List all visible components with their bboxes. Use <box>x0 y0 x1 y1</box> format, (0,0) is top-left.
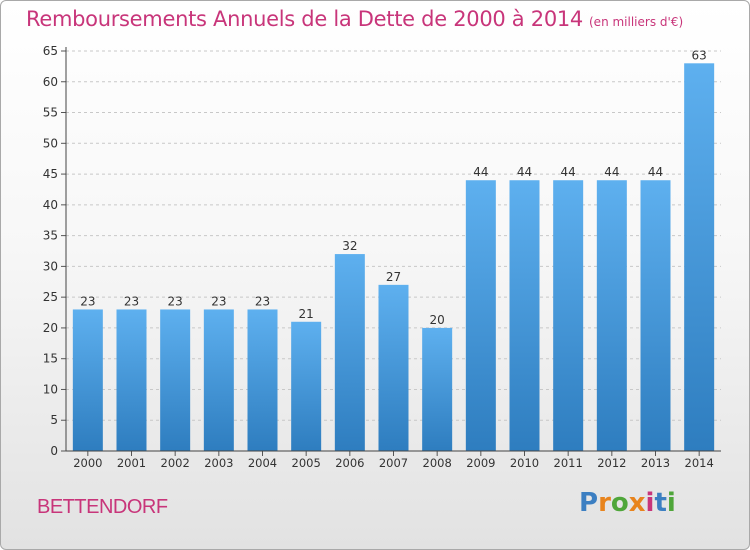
value-label: 23 <box>80 294 95 308</box>
value-label: 44 <box>473 165 488 179</box>
value-label: 21 <box>299 307 314 321</box>
title-text: Remboursements Annuels de la Dette de 20… <box>26 7 583 31</box>
value-label: 44 <box>561 165 576 179</box>
x-tick-label: 2009 <box>466 456 495 470</box>
bar-2007 <box>378 284 409 451</box>
value-label: 23 <box>211 294 226 308</box>
logo-letter: t <box>654 488 667 518</box>
bar-2008 <box>422 327 453 451</box>
y-tick-label: 35 <box>43 229 58 243</box>
x-tick-label: 2008 <box>423 456 452 470</box>
value-label: 32 <box>342 239 357 253</box>
y-tick-label: 45 <box>43 167 58 181</box>
y-tick-label: 0 <box>50 444 58 458</box>
bar-2004 <box>247 309 278 451</box>
x-tick-label: 2005 <box>292 456 321 470</box>
x-tick-label: 2000 <box>73 456 102 470</box>
value-label: 44 <box>517 165 532 179</box>
y-tick-label: 65 <box>43 44 58 58</box>
y-tick-label: 10 <box>43 382 58 396</box>
x-tick-label: 2012 <box>597 456 626 470</box>
y-tick-label: 55 <box>43 106 58 120</box>
y-tick-label: 20 <box>43 321 58 335</box>
logo-letter: o <box>610 488 629 518</box>
logo-letter: x <box>628 488 646 518</box>
chart-title: Remboursements Annuels de la Dette de 20… <box>26 7 683 31</box>
y-tick-label: 15 <box>43 352 58 366</box>
y-tick-label: 5 <box>50 413 58 427</box>
y-tick-label: 30 <box>43 259 58 273</box>
value-label: 23 <box>124 294 139 308</box>
bar-2013 <box>640 180 671 451</box>
bar-2005 <box>291 321 322 451</box>
y-tick-label: 50 <box>43 136 58 150</box>
bar-2002 <box>160 309 191 451</box>
value-label: 20 <box>430 313 445 327</box>
x-tick-label: 2010 <box>510 456 539 470</box>
logo-letter: r <box>598 488 611 518</box>
x-tick-label: 2011 <box>554 456 583 470</box>
x-tick-label: 2001 <box>117 456 146 470</box>
y-tick-label: 25 <box>43 290 58 304</box>
title-unit: (en milliers d'€) <box>589 15 684 29</box>
commune-name: BETTENDORF <box>37 496 168 518</box>
bars: 23 23 23 23 23 21 32 27 20 44 44 44 44 44 63 <box>72 48 715 452</box>
bar-2010 <box>509 180 540 451</box>
value-label: 23 <box>255 294 270 308</box>
x-tick-label: 2004 <box>248 456 277 470</box>
y-tick-label: 60 <box>43 75 58 89</box>
axes: 0 5 10 15 20 25 30 35 40 45 50 55 60 65 2000 2001 2002 20… <box>43 44 721 470</box>
x-tick-label: 2002 <box>161 456 190 470</box>
proxiti-logo: Proxiti <box>579 488 676 518</box>
x-tick-label: 2013 <box>641 456 670 470</box>
value-label: 63 <box>692 48 707 62</box>
y-tick-label: 40 <box>43 198 58 212</box>
value-label: 27 <box>386 270 401 284</box>
bar-2001 <box>116 309 147 451</box>
bar-2014 <box>684 63 715 452</box>
bar-2003 <box>203 309 234 451</box>
x-tick-label: 2003 <box>204 456 233 470</box>
x-tick-label: 2007 <box>379 456 408 470</box>
bar-2011 <box>553 180 584 451</box>
value-label: 44 <box>604 165 619 179</box>
value-label: 23 <box>168 294 183 308</box>
logo-letter: i <box>666 488 676 518</box>
bar-2012 <box>596 180 627 451</box>
bar-2006 <box>334 254 365 451</box>
logo-letter: i <box>645 488 655 518</box>
value-label: 44 <box>648 165 663 179</box>
x-tick-label: 2014 <box>685 456 714 470</box>
bar-2000 <box>72 309 103 451</box>
x-tick-label: 2006 <box>335 456 364 470</box>
bar-2009 <box>465 180 496 451</box>
logo-letter: P <box>579 488 599 518</box>
